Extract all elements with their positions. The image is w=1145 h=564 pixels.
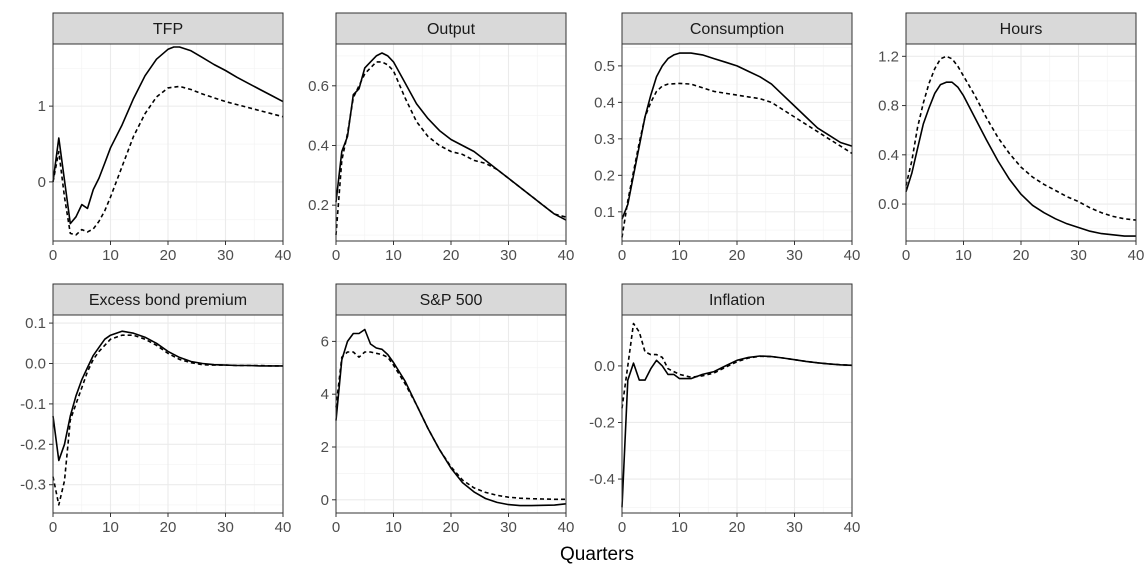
y-tick-label: 0.0 <box>25 355 46 372</box>
y-tick-label: 0.4 <box>308 137 329 154</box>
x-tick-label: 10 <box>385 519 402 536</box>
series-line-dashed <box>335 61 567 236</box>
x-tick-label: 30 <box>500 247 517 264</box>
x-tick-label: 40 <box>275 519 292 536</box>
y-tick-label: -0.2 <box>20 436 46 453</box>
panel-title: Output <box>427 21 476 38</box>
y-tick-label: 0.5 <box>594 58 615 75</box>
x-tick-label: 0 <box>618 519 626 536</box>
x-tick-label: 30 <box>786 247 803 264</box>
series-line-dashed <box>621 322 853 409</box>
series-line-dashed <box>335 351 566 501</box>
series-line-solid <box>335 328 567 507</box>
x-tick-label: 10 <box>385 247 402 264</box>
x-axis-title: Quarters <box>560 544 634 564</box>
series-line-dashed <box>621 82 853 238</box>
panel-title: S&P 500 <box>420 292 483 309</box>
strip-background <box>621 283 853 316</box>
x-tick-label: 20 <box>1013 247 1030 264</box>
x-tick-label: 40 <box>1128 247 1145 264</box>
y-tick-label: 0.1 <box>594 204 615 221</box>
facet-panel: Excess bond premium 0 10 20 30 40 -0.3 -0.2 -0.1… <box>20 283 292 536</box>
x-tick-label: 20 <box>729 247 746 264</box>
panel-title: Inflation <box>709 292 765 309</box>
x-tick-label: 20 <box>443 519 460 536</box>
y-tick-label: 1.2 <box>878 48 899 65</box>
x-tick-label: 30 <box>786 519 803 536</box>
strip-background <box>335 283 567 316</box>
series-line-dashed <box>52 85 284 236</box>
y-tick-label: 1 <box>38 98 46 115</box>
x-tick-label: 20 <box>160 519 177 536</box>
y-tick-label: 0.0 <box>878 196 899 213</box>
y-tick-label: 0 <box>38 174 46 191</box>
strip-background <box>905 12 1137 45</box>
x-tick-label: 40 <box>844 519 861 536</box>
y-tick-label: 2 <box>321 439 329 456</box>
y-tick-label: -0.1 <box>20 396 46 413</box>
x-tick-label: 40 <box>844 247 861 264</box>
y-tick-label: 6 <box>321 333 329 350</box>
y-tick-label: 0.1 <box>25 315 46 332</box>
x-tick-label: 0 <box>332 519 340 536</box>
y-tick-label: 0.4 <box>594 94 615 111</box>
x-tick-label: 30 <box>217 247 234 264</box>
y-tick-label: 0.8 <box>878 98 899 115</box>
facet-panel: Output 0 10 20 30 40 0.2 0.4 0.6 <box>308 12 575 264</box>
x-tick-label: 0 <box>902 247 910 264</box>
strip-background <box>621 12 853 45</box>
series-line-dashed <box>52 334 283 506</box>
facet-panel: TFP 0 10 20 30 40 0 1 <box>38 12 292 264</box>
x-tick-label: 10 <box>671 247 688 264</box>
x-tick-label: 10 <box>102 519 119 536</box>
y-tick-label: 0.4 <box>878 147 899 164</box>
y-tick-label: 4 <box>321 386 329 403</box>
x-tick-label: 0 <box>332 247 340 264</box>
x-tick-label: 40 <box>558 247 575 264</box>
panel-title: Excess bond premium <box>89 292 247 309</box>
strip-background <box>52 12 284 45</box>
x-tick-label: 30 <box>217 519 234 536</box>
x-tick-label: 20 <box>729 519 746 536</box>
x-tick-label: 0 <box>618 247 626 264</box>
x-tick-label: 10 <box>671 519 688 536</box>
panel-title: TFP <box>153 21 183 38</box>
x-tick-label: 10 <box>955 247 972 264</box>
facet-panel: Consumption 0 10 20 30 40 0.1 0.2 0.3 0.4 0.5 <box>594 12 861 264</box>
x-tick-label: 0 <box>49 247 57 264</box>
facet-panel: Hours 0 10 20 30 40 0.0 0.4 0.8 1.2 <box>878 12 1145 264</box>
x-tick-label: 40 <box>558 519 575 536</box>
facet-panel: S&P 500 0 10 20 30 40 0 2 4 6 <box>321 283 575 536</box>
x-tick-label: 20 <box>443 247 460 264</box>
x-tick-label: 10 <box>102 247 119 264</box>
x-tick-label: 20 <box>160 247 177 264</box>
y-tick-label: 0.0 <box>594 358 615 375</box>
x-tick-label: 30 <box>1070 247 1087 264</box>
series-line-dashed <box>905 55 1137 221</box>
series-line-solid <box>52 46 284 225</box>
x-tick-label: 0 <box>49 519 57 536</box>
panel-title: Consumption <box>690 21 784 38</box>
strip-background <box>335 12 567 45</box>
y-tick-label: 0 <box>321 492 329 509</box>
y-tick-label: -0.3 <box>20 477 46 494</box>
x-tick-label: 30 <box>500 519 517 536</box>
y-tick-label: -0.4 <box>589 471 615 488</box>
y-tick-label: 0.6 <box>308 78 329 95</box>
panel-title: Hours <box>1000 21 1043 38</box>
y-tick-label: 0.3 <box>594 131 615 148</box>
y-tick-label: 0.2 <box>594 167 615 184</box>
facet-panel: Inflation 0 10 20 30 40 -0.4 -0.2 0.0 <box>589 283 861 536</box>
y-tick-label: -0.2 <box>589 414 615 431</box>
x-tick-label: 40 <box>275 247 292 264</box>
y-tick-label: 0.2 <box>308 197 329 214</box>
series-line-solid <box>905 81 1136 237</box>
